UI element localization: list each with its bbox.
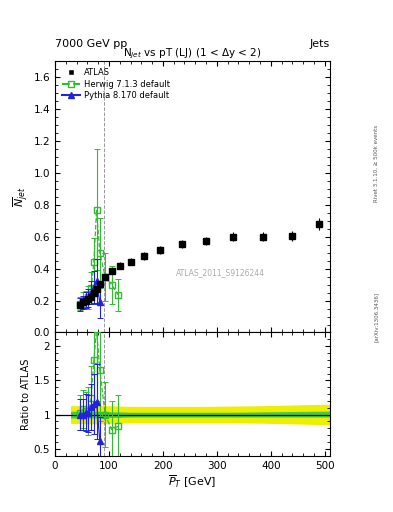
Y-axis label: Ratio to ATLAS: Ratio to ATLAS bbox=[21, 358, 31, 430]
Text: 7000 GeV pp: 7000 GeV pp bbox=[55, 38, 127, 49]
Legend: ATLAS, Herwig 7.1.3 default, Pythia 8.170 default: ATLAS, Herwig 7.1.3 default, Pythia 8.17… bbox=[59, 66, 173, 102]
Text: Rivet 3.1.10, ≥ 500k events: Rivet 3.1.10, ≥ 500k events bbox=[374, 125, 379, 202]
Text: Jets: Jets bbox=[310, 38, 330, 49]
Text: [arXiv:1306.3436]: [arXiv:1306.3436] bbox=[374, 292, 379, 343]
Text: ATLAS_2011_S9126244: ATLAS_2011_S9126244 bbox=[176, 268, 264, 278]
X-axis label: $\overline{P}_T$ [GeV]: $\overline{P}_T$ [GeV] bbox=[169, 473, 217, 490]
Title: N$_{jet}$ vs pT (LJ) (1 < $\Delta$y < 2): N$_{jet}$ vs pT (LJ) (1 < $\Delta$y < 2) bbox=[123, 47, 262, 61]
Y-axis label: $\overline{N}_{jet}$: $\overline{N}_{jet}$ bbox=[12, 187, 31, 207]
